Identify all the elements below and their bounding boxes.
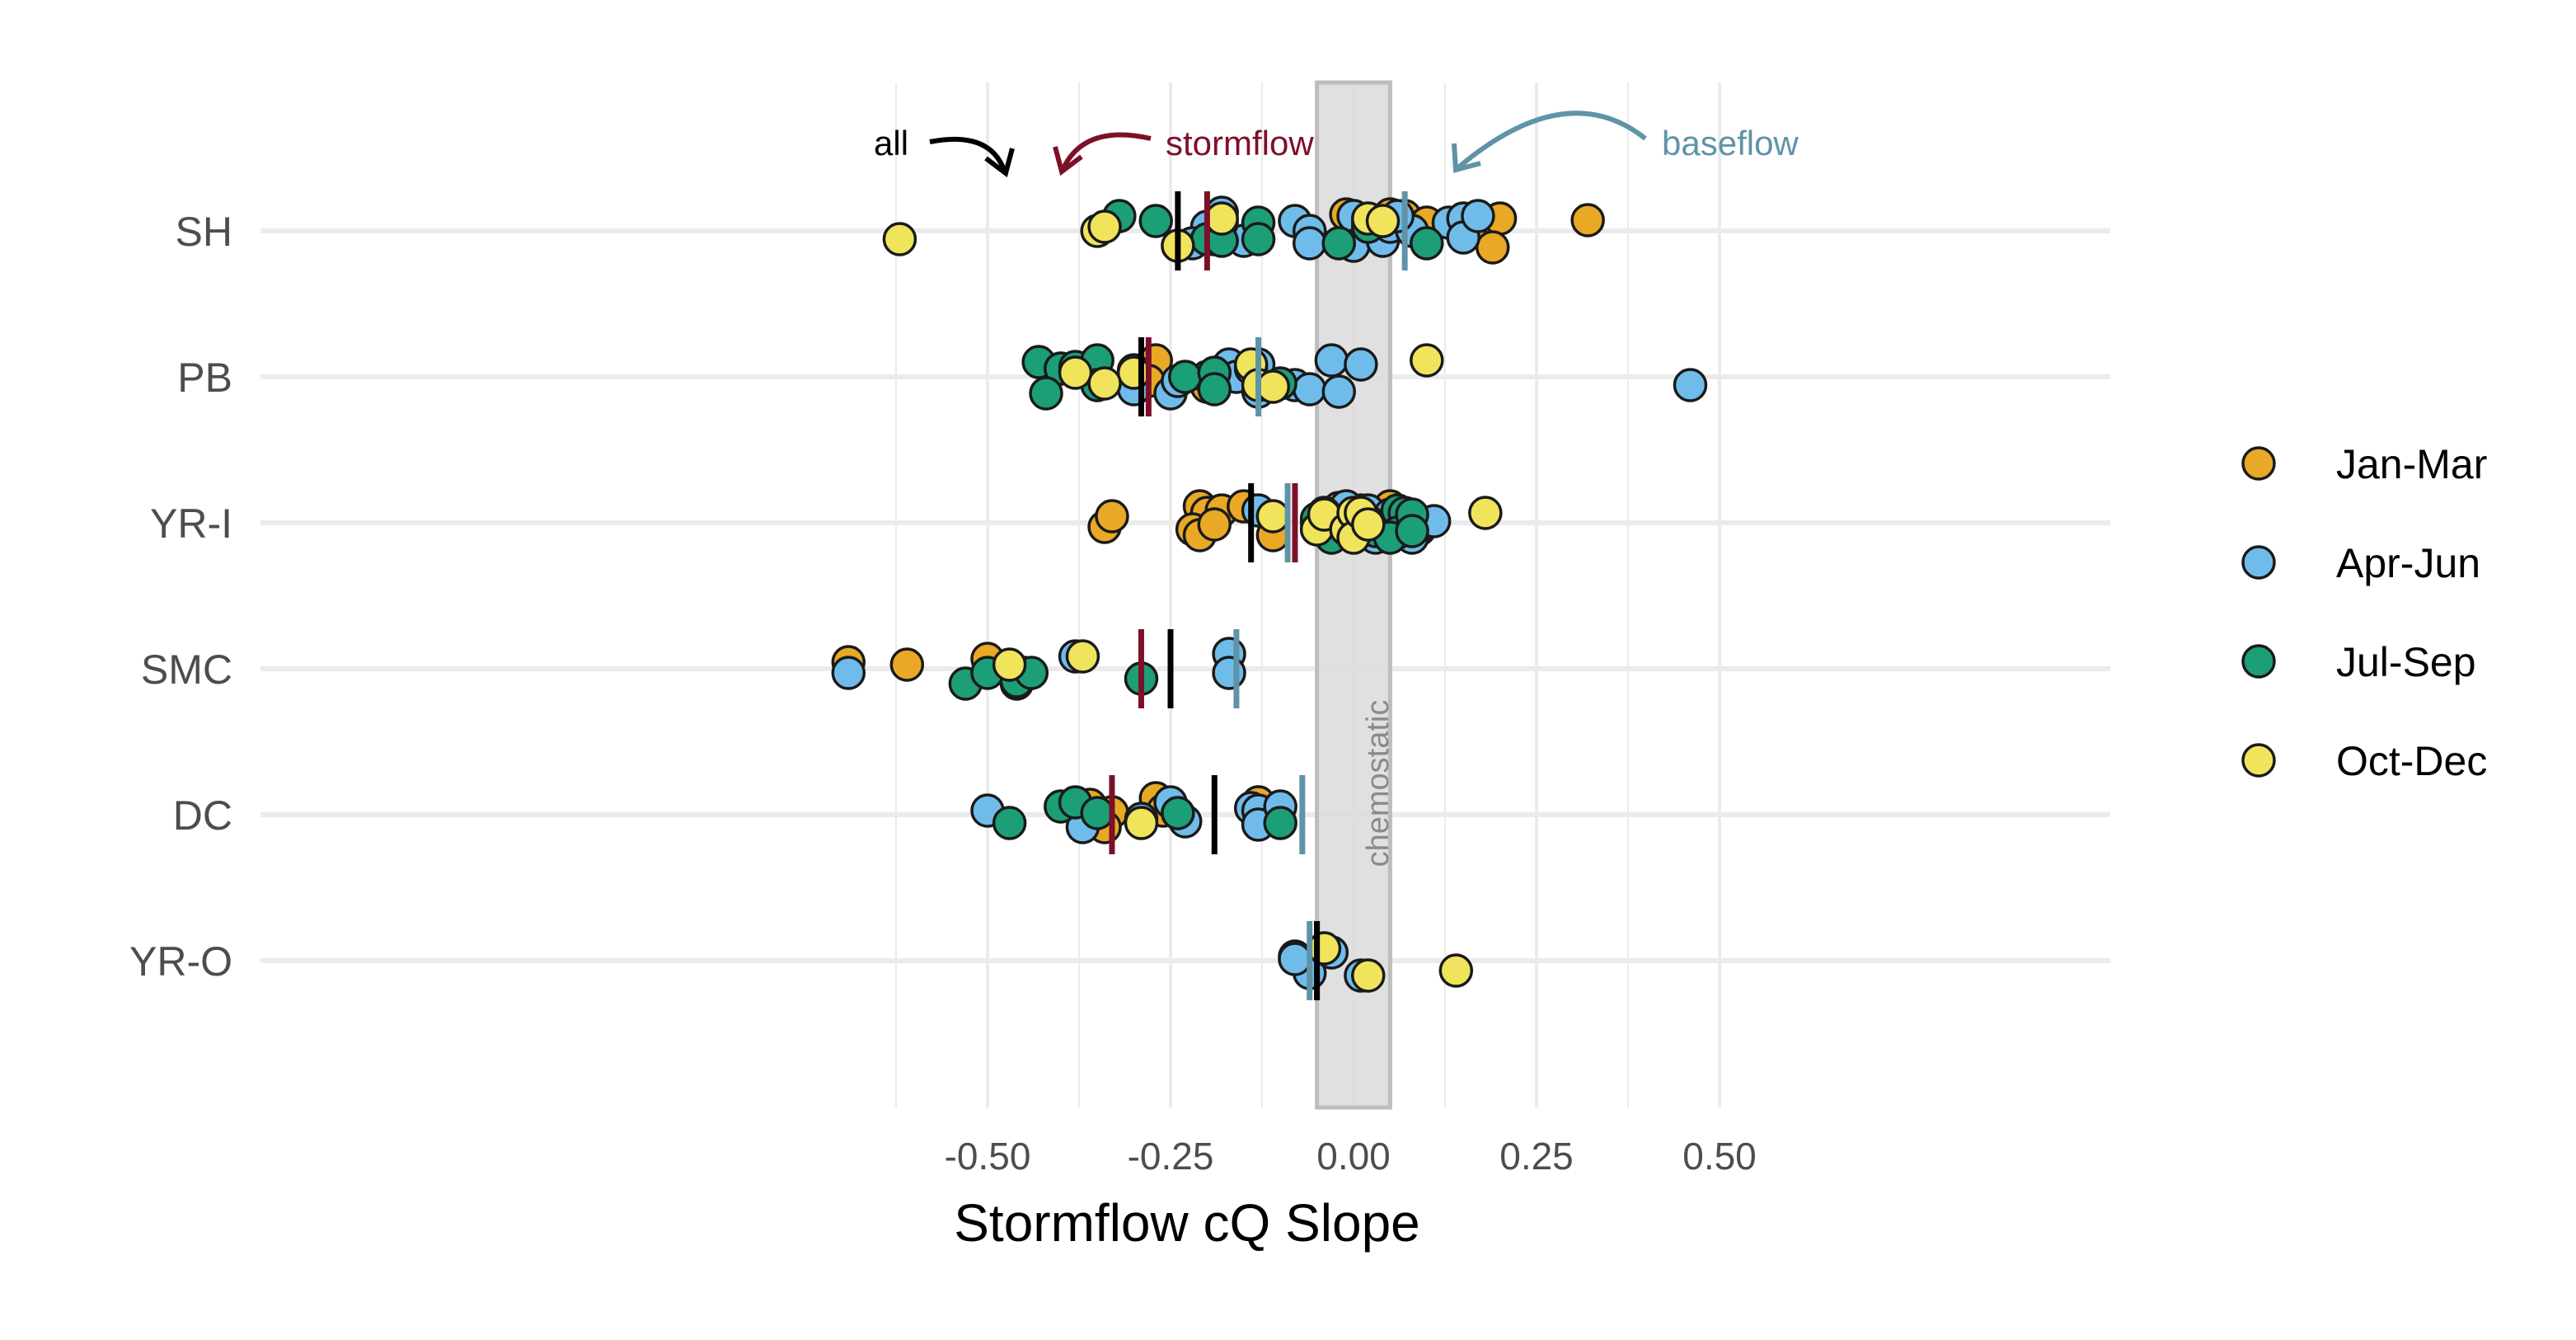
data-point-oct-dec	[1065, 639, 1100, 674]
legend-label: Oct-Dec	[2336, 738, 2487, 784]
data-point-apr-jun	[1292, 372, 1327, 407]
data-point-oct-dec	[1058, 355, 1093, 390]
data-point-oct-dec	[1255, 499, 1291, 534]
x-tick-label: -0.25	[1128, 1135, 1214, 1178]
site-tick-labels: SH PB YR-I SMC DC YR-O	[129, 209, 232, 985]
data-point-jan-mar	[1197, 507, 1232, 542]
legend-label: Apr-Jun	[2336, 540, 2480, 586]
data-point-oct-dec	[1116, 355, 1152, 390]
data-point-apr-jun	[831, 656, 866, 690]
legend-swatch	[2241, 743, 2276, 778]
data-point-apr-jun	[1314, 343, 1349, 378]
annotation-stormflow-arrow	[1061, 132, 1152, 170]
data-point-oct-dec	[1438, 953, 1474, 988]
data-point-apr-jun	[1212, 656, 1246, 690]
legend-swatch	[2241, 545, 2276, 580]
data-point-oct-dec	[1087, 209, 1122, 244]
data-point-oct-dec	[1410, 343, 1444, 378]
data-point-oct-dec	[1365, 204, 1401, 238]
data-point-jul-sep	[1241, 222, 1276, 256]
data-point-jul-sep	[1080, 796, 1114, 830]
site-label-dc: DC	[173, 792, 232, 839]
site-label-pb: PB	[177, 355, 232, 401]
data-point-jan-mar	[1095, 499, 1129, 534]
annotation-baseflow: baseflow	[1662, 124, 1799, 162]
data-point-jul-sep	[1321, 226, 1356, 261]
legend-label: Jul-Sep	[2336, 639, 2476, 685]
data-point-jul-sep	[1029, 376, 1063, 411]
data-point-jul-sep	[1395, 514, 1429, 548]
x-tick-label: 0.00	[1316, 1135, 1391, 1178]
data-point-jul-sep	[1168, 360, 1203, 394]
annotation-all-arrow	[929, 136, 1006, 172]
legend-swatch	[2241, 644, 2276, 679]
data-point-jul-sep	[1410, 226, 1444, 261]
data-point-oct-dec	[1255, 369, 1291, 404]
data-point-jul-sep	[1197, 372, 1232, 407]
data-point-oct-dec	[992, 647, 1027, 682]
site-label-yr-o: YR-O	[129, 938, 232, 985]
data-point-oct-dec	[1124, 806, 1159, 840]
data-point-apr-jun	[1461, 199, 1495, 233]
x-tick-label: 0.50	[1682, 1135, 1757, 1178]
site-label-smc: SMC	[141, 646, 232, 693]
data-point-apr-jun	[1292, 226, 1327, 261]
legend-swatch	[2241, 446, 2276, 481]
data-point-jan-mar	[889, 647, 925, 682]
annotation-all-arrowhead	[984, 148, 1015, 178]
data-point-apr-jun	[1321, 374, 1356, 409]
data-point-oct-dec	[1351, 507, 1386, 542]
data-point-oct-dec	[1307, 931, 1342, 966]
data-point-oct-dec	[1351, 958, 1386, 993]
annotation-baseflow-arrowhead	[1452, 143, 1481, 173]
data-point-oct-dec	[1087, 366, 1122, 401]
data-point-jul-sep	[992, 806, 1027, 840]
data-point-apr-jun	[1278, 942, 1312, 976]
data-point-apr-jun	[1673, 368, 1708, 402]
data-point-jul-sep	[1138, 204, 1173, 238]
x-tick-label: -0.50	[945, 1135, 1031, 1178]
x-axis-title: Stormflow cQ Slope	[954, 1193, 1420, 1253]
site-label-yr-i: YR-I	[150, 501, 232, 547]
annotations: all stormflow baseflow	[874, 110, 1799, 178]
legend-label: Jan-Mar	[2336, 441, 2487, 487]
x-tick-labels: -0.50 -0.25 0.00 0.25 0.50	[945, 1135, 1757, 1178]
data-points	[831, 195, 1708, 993]
data-point-oct-dec	[882, 222, 917, 256]
annotation-stormflow: stormflow	[1166, 124, 1314, 162]
data-point-oct-dec	[1468, 496, 1503, 530]
annotation-baseflow-arrow	[1456, 110, 1647, 171]
data-point-oct-dec	[1204, 201, 1239, 236]
data-point-jan-mar	[1475, 230, 1510, 265]
annotation-stormflow-arrowhead	[1053, 146, 1083, 176]
legend: Jan-Mar Apr-Jun Jul-Sep Oct-Dec	[2241, 441, 2487, 784]
data-point-jul-sep	[1263, 806, 1297, 840]
data-point-jul-sep	[1161, 796, 1195, 830]
data-point-jan-mar	[1570, 203, 1605, 237]
site-label-sh: SH	[176, 209, 232, 255]
summary-lines	[1109, 191, 1408, 1000]
chemostatic-label: chemostatic	[1361, 700, 1396, 867]
data-point-apr-jun	[1344, 347, 1378, 382]
annotation-all: all	[874, 124, 908, 162]
x-tick-label: 0.25	[1499, 1135, 1574, 1178]
